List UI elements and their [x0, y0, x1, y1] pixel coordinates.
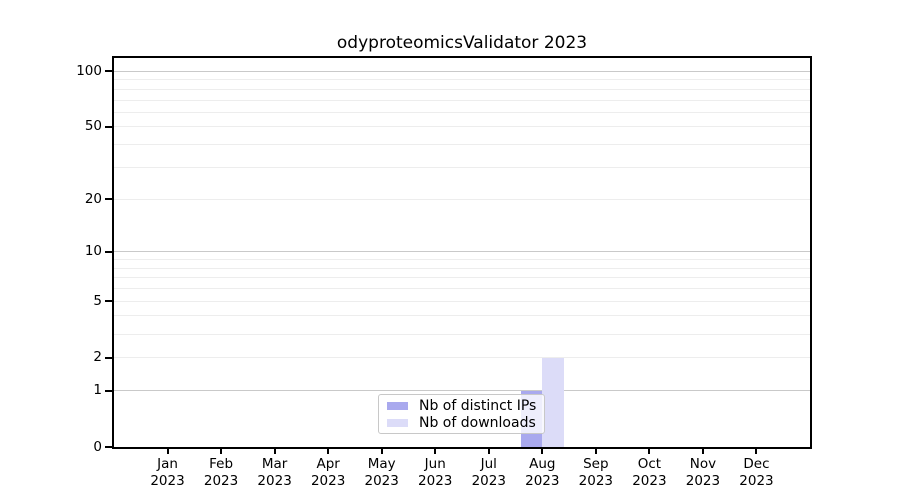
grid-layer: [114, 58, 810, 447]
gridline-minor-7: [114, 277, 810, 279]
gridline-minor-5: [114, 300, 810, 302]
gridline-minor-20: [114, 198, 810, 200]
y-tick-mark-20: [105, 198, 112, 201]
y-tick-mark-10: [105, 250, 112, 253]
gridline-minor-30: [114, 166, 810, 168]
x-tick-mark-apr: [327, 449, 330, 454]
x-tick-label-mar: Mar 2023: [257, 456, 292, 489]
gridline-major-100: [114, 70, 810, 72]
x-tick-label-sep: Sep 2023: [578, 456, 614, 489]
y-tick-label-5: 5: [93, 292, 102, 309]
bar-nb-of-downloads-aug: [542, 357, 564, 447]
y-tick-label-50: 50: [84, 118, 102, 135]
y-tick-mark-1: [105, 389, 112, 392]
legend-item-downloads: Nb of downloads: [387, 415, 544, 431]
x-tick-label-may: May 2023: [364, 456, 399, 489]
x-tick-mark-dec: [755, 449, 758, 454]
gridline-minor-2: [114, 357, 810, 359]
gridline-minor-50: [114, 126, 810, 128]
y-tick-label-10: 10: [84, 243, 102, 260]
gridline-minor-3: [114, 333, 810, 335]
x-tick-mark-oct: [648, 449, 651, 454]
gridline-minor-9: [114, 259, 810, 261]
distinct-ips-swatch: [387, 402, 408, 410]
x-tick-label-jan: Jan 2023: [150, 456, 185, 489]
y-tick-label-1: 1: [93, 382, 102, 399]
x-tick-mark-aug: [541, 449, 544, 454]
gridline-minor-60: [114, 111, 810, 113]
x-tick-label-dec: Dec 2023: [739, 456, 774, 489]
gridline-major-1: [114, 390, 810, 392]
y-tick-label-20: 20: [84, 190, 102, 207]
x-tick-mark-may: [380, 449, 383, 454]
gridline-minor-80: [114, 88, 810, 90]
y-tick-mark-0: [105, 446, 112, 448]
x-tick-mark-feb: [220, 449, 223, 454]
y-tick-mark-50: [105, 125, 112, 128]
x-tick-label-jun: Jun 2023: [418, 456, 453, 489]
y-tick-label-100: 100: [76, 62, 102, 79]
x-tick-mark-sep: [594, 449, 597, 454]
gridline-minor-90: [114, 79, 810, 81]
x-tick-mark-nov: [701, 449, 704, 454]
x-tick-mark-jun: [434, 449, 437, 454]
downloads-swatch: [387, 419, 408, 427]
legend-label-distinct-ips: Nb of distinct IPs: [419, 398, 537, 414]
y-tick-mark-100: [105, 70, 112, 73]
bars-layer: [114, 58, 810, 447]
x-tick-mark-jul: [487, 449, 490, 454]
x-tick-label-jul: Jul 2023: [471, 456, 506, 489]
x-tick-label-nov: Nov 2023: [685, 456, 721, 489]
chart-title: odyproteomicsValidator 2023: [336, 33, 588, 53]
y-tick-mark-2: [105, 356, 112, 359]
legend-label-downloads: Nb of downloads: [419, 415, 536, 431]
gridline-major-10: [114, 251, 810, 253]
plot-area: [112, 56, 812, 449]
gridline-minor-4: [114, 315, 810, 317]
gridline-minor-8: [114, 267, 810, 269]
y-tick-label-0: 0: [93, 438, 102, 455]
gridline-minor-40: [114, 144, 810, 146]
x-tick-mark-jan: [166, 449, 169, 454]
gridline-minor-6: [114, 288, 810, 290]
legend: Nb of distinct IPs Nb of downloads: [378, 394, 545, 434]
x-tick-label-aug: Aug 2023: [525, 456, 560, 489]
legend-item-distinct-ips: Nb of distinct IPs: [387, 398, 544, 414]
y-tick-mark-5: [105, 300, 112, 303]
gridline-minor-70: [114, 99, 810, 101]
x-tick-mark-mar: [273, 449, 276, 454]
x-tick-label-feb: Feb 2023: [203, 456, 239, 489]
x-tick-label-oct: Oct 2023: [632, 456, 667, 489]
y-tick-label-2: 2: [93, 349, 102, 366]
x-tick-label-apr: Apr 2023: [310, 456, 346, 489]
